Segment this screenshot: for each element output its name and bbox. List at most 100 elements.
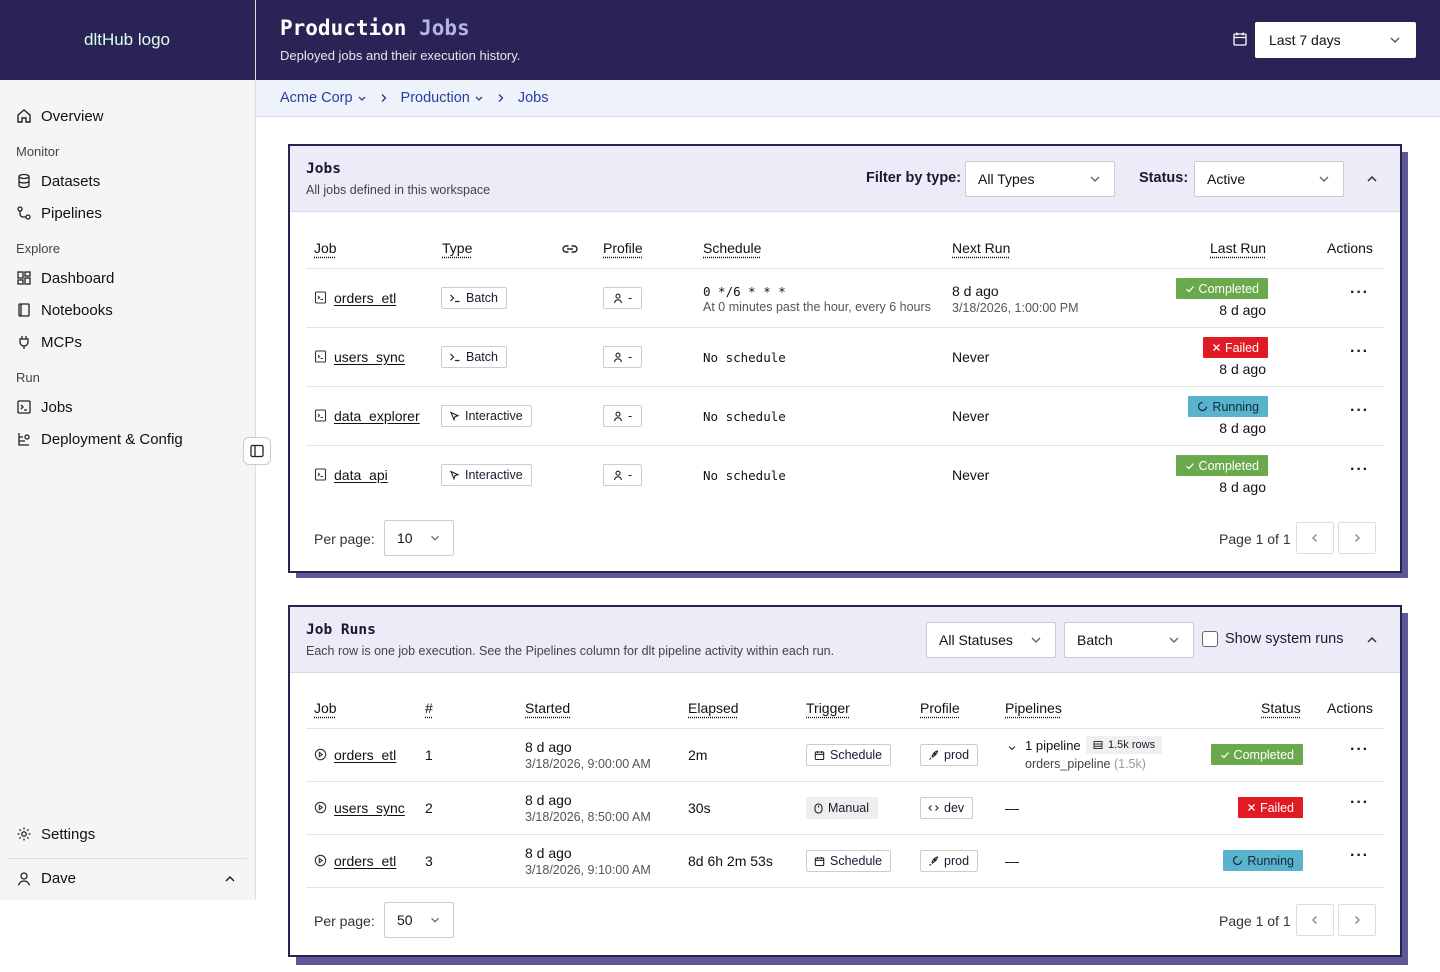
pipelines-summary[interactable]: 1 pipeline <box>1025 738 1081 753</box>
filter-type-select[interactable]: All Types <box>965 161 1115 197</box>
sidebar-item-notebooks[interactable]: Notebooks <box>8 294 247 326</box>
col-pipelines[interactable]: Pipelines <box>1005 700 1062 716</box>
status-badge: Completed <box>1175 278 1268 299</box>
divider <box>306 327 1384 328</box>
prev-page-button[interactable] <box>1296 904 1334 936</box>
chevron-left-icon <box>1312 916 1317 924</box>
user-icon <box>613 293 623 303</box>
page-info: Page 1 of 1 <box>1219 531 1291 547</box>
per-page-select[interactable]: 50 <box>384 902 454 938</box>
sidebar-item-label: Overview <box>41 107 104 125</box>
show-system-runs[interactable]: Show system runs <box>1202 631 1343 647</box>
per-page-value: 50 <box>397 912 413 928</box>
collapse-chevron-up-icon[interactable] <box>1365 633 1379 647</box>
sidebar-item-label: Notebooks <box>41 301 113 319</box>
row-actions-button[interactable]: ··· <box>1350 461 1369 478</box>
cursor-icon <box>449 469 460 480</box>
job-type-chip: Interactive <box>441 464 532 486</box>
job-runs-card: Job Runs Each row is one job execution. … <box>288 605 1402 957</box>
run-started: 8 d ago <box>525 845 572 861</box>
divider <box>306 268 1384 269</box>
col-num[interactable]: # <box>425 700 433 716</box>
col-last-run[interactable]: Last Run <box>1210 240 1267 256</box>
collapse-chevron-up-icon[interactable] <box>1365 172 1379 186</box>
schedule-desc: At 0 minutes past the hour, every 6 hour… <box>703 300 931 314</box>
col-profile[interactable]: Profile <box>603 240 643 256</box>
play-circle-icon <box>314 854 327 867</box>
cursor-icon <box>449 410 460 421</box>
divider <box>306 834 1384 835</box>
run-job-link[interactable]: users_sync <box>334 800 405 816</box>
row-actions-button[interactable]: ··· <box>1350 847 1369 864</box>
next-run: Never <box>952 408 990 424</box>
breadcrumb-env[interactable]: Production <box>401 90 484 106</box>
col-next-run[interactable]: Next Run <box>952 240 1011 256</box>
user-icon <box>613 411 623 421</box>
trigger-chip: Schedule <box>806 744 892 766</box>
chevron-left-icon <box>1312 534 1317 542</box>
chevron-down-icon <box>1169 637 1179 643</box>
sidebar-item-mcps[interactable]: MCPs <box>8 326 247 358</box>
col-schedule[interactable]: Schedule <box>703 240 762 256</box>
run-job-link[interactable]: orders_etl <box>334 747 397 763</box>
sidebar-item-deployment[interactable]: Deployment & Config <box>8 423 247 455</box>
job-name-link[interactable]: users_sync <box>334 349 405 365</box>
schedule-cron: No schedule <box>703 350 786 365</box>
status-label: Status: <box>1139 170 1189 186</box>
row-actions-button[interactable]: ··· <box>1350 741 1369 758</box>
run-job-link[interactable]: orders_etl <box>334 853 397 869</box>
user-icon <box>613 470 623 480</box>
sidebar-item-jobs[interactable]: Jobs <box>8 391 247 423</box>
calendar-icon <box>814 750 825 760</box>
row-actions-button[interactable]: ··· <box>1350 402 1369 419</box>
run-type-filter[interactable]: Batch <box>1064 622 1194 658</box>
per-page-select[interactable]: 10 <box>384 520 454 556</box>
col-status[interactable]: Status <box>1261 700 1301 716</box>
next-page-button[interactable] <box>1338 522 1376 554</box>
col-type[interactable]: Type <box>442 240 473 256</box>
sidebar-item-label: Datasets <box>41 172 101 190</box>
sidebar-panel-icon <box>250 444 264 458</box>
sidebar-item-overview[interactable]: Overview <box>8 100 247 132</box>
col-profile[interactable]: Profile <box>920 700 960 716</box>
divider <box>306 781 1384 782</box>
sidebar-item-pipelines[interactable]: Pipelines <box>8 197 247 229</box>
job-name-link[interactable]: orders_etl <box>334 290 397 306</box>
run-type-value: Batch <box>1077 632 1113 648</box>
col-started[interactable]: Started <box>525 700 571 716</box>
divider <box>306 445 1384 446</box>
sidebar-toggle-button[interactable] <box>243 437 271 465</box>
terminal-prompt-icon <box>450 294 460 303</box>
col-job[interactable]: Job <box>314 700 337 716</box>
page-header: Production Jobs Deployed jobs and their … <box>256 0 1440 80</box>
job-name-link[interactable]: data_api <box>334 467 388 483</box>
job-name-link[interactable]: data_explorer <box>334 408 420 424</box>
per-page-label: Per page: <box>314 531 375 547</box>
jobs-card-subtitle: All jobs defined in this workspace <box>306 183 491 197</box>
next-page-button[interactable] <box>1338 904 1376 936</box>
filter-type-value: All Types <box>978 171 1035 187</box>
col-elapsed[interactable]: Elapsed <box>688 700 739 716</box>
row-actions-button[interactable]: ··· <box>1350 343 1369 360</box>
status-select[interactable]: Active <box>1194 161 1344 197</box>
show-system-runs-checkbox[interactable] <box>1202 631 1218 647</box>
col-actions: Actions <box>1327 700 1373 716</box>
run-status-filter[interactable]: All Statuses <box>926 622 1056 658</box>
row-actions-button[interactable]: ··· <box>1350 284 1369 301</box>
sidebar-item-settings[interactable]: Settings <box>8 818 247 850</box>
chevron-right-icon <box>1355 916 1360 924</box>
user-menu[interactable]: Dave <box>8 858 247 898</box>
row-actions-button[interactable]: ··· <box>1350 794 1369 811</box>
page-subtitle: Deployed jobs and their execution histor… <box>280 48 521 63</box>
terminal-icon <box>17 400 31 414</box>
col-job[interactable]: Job <box>314 240 337 256</box>
breadcrumb-org[interactable]: Acme Corp <box>280 90 367 106</box>
sidebar-item-dashboard[interactable]: Dashboard <box>8 262 247 294</box>
col-trigger[interactable]: Trigger <box>806 700 850 716</box>
breadcrumb-current[interactable]: Jobs <box>517 90 549 106</box>
chevron-down-icon[interactable] <box>1007 743 1017 753</box>
sidebar-item-datasets[interactable]: Datasets <box>8 165 247 197</box>
user-icon <box>613 352 623 362</box>
date-range-select[interactable]: Last 7 days <box>1255 22 1416 58</box>
prev-page-button[interactable] <box>1296 522 1334 554</box>
